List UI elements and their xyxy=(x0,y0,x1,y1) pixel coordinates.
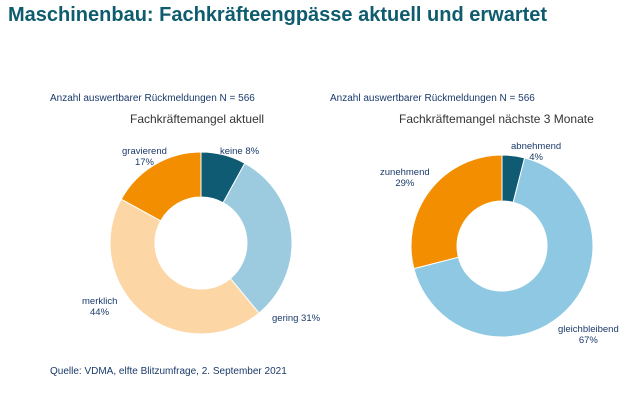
label-merklich: merklich 44% xyxy=(82,296,118,318)
source-note: Quelle: VDMA, elfte Blitzumfrage, 2. Sep… xyxy=(50,366,287,377)
page-title: Maschinenbau: Fachkräfteengpässe aktuell… xyxy=(8,4,548,26)
label-abnehmend: abnehmend 4% xyxy=(511,141,562,163)
donut-slice-gravierend xyxy=(120,151,202,222)
donut-chart-current xyxy=(109,151,293,335)
donut-slice-gleichbleibend xyxy=(413,157,594,338)
label-zunehmend: zunehmend 29% xyxy=(380,167,430,189)
label-gering: gering 31% xyxy=(272,313,321,324)
label-gleichbleibend: gleichbleibend 67% xyxy=(558,324,619,346)
chart-title-current: Fachkräftemangel aktuell xyxy=(130,112,265,126)
chart-current-panel: Anzahl auswertbarer Rückmeldungen N = 56… xyxy=(40,90,340,350)
donut-slice-merklich xyxy=(109,198,260,335)
n-label-forecast: Anzahl auswertbarer Rückmeldungen N = 56… xyxy=(330,93,535,104)
donut-chart-forecast xyxy=(410,154,594,338)
n-label-current: Anzahl auswertbarer Rückmeldungen N = 56… xyxy=(50,93,255,104)
donut-slice-gering xyxy=(222,162,293,314)
chart-title-forecast: Fachkräftemangel nächste 3 Monate xyxy=(399,112,594,126)
label-gravierend: gravierend 17% xyxy=(122,146,167,168)
donut-slice-zunehmend xyxy=(410,154,503,270)
label-keine: keine 8% xyxy=(220,146,260,157)
chart-forecast-panel: Anzahl auswertbarer Rückmeldungen N = 56… xyxy=(320,90,620,350)
